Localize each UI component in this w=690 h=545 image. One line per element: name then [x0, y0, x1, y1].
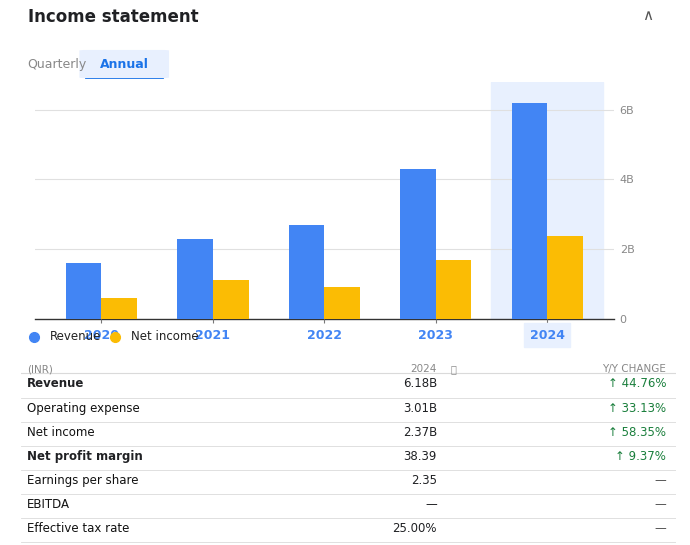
- Text: Income statement: Income statement: [28, 8, 198, 26]
- Bar: [491, 82, 603, 319]
- Bar: [400, 169, 436, 319]
- Text: Revenue: Revenue: [50, 330, 101, 343]
- Bar: [288, 225, 324, 319]
- Text: Annual: Annual: [100, 58, 148, 70]
- Text: ↑ 9.37%: ↑ 9.37%: [615, 450, 667, 463]
- Text: Effective tax rate: Effective tax rate: [28, 522, 130, 535]
- Bar: [511, 104, 547, 319]
- Text: Net income: Net income: [28, 426, 95, 439]
- Text: 2024: 2024: [411, 365, 437, 374]
- Text: ∧: ∧: [642, 8, 653, 23]
- Text: 3.01B: 3.01B: [403, 402, 437, 415]
- Bar: [547, 236, 583, 319]
- Bar: [213, 281, 248, 319]
- Bar: [101, 298, 137, 319]
- Text: ↑ 58.35%: ↑ 58.35%: [609, 426, 667, 439]
- Text: ⓘ: ⓘ: [450, 365, 456, 374]
- Text: Revenue: Revenue: [28, 378, 85, 391]
- Text: (INR): (INR): [28, 365, 53, 374]
- FancyBboxPatch shape: [79, 50, 169, 78]
- Text: —: —: [655, 498, 667, 511]
- Text: 6.18B: 6.18B: [403, 378, 437, 391]
- Text: —: —: [655, 522, 667, 535]
- Text: Net profit margin: Net profit margin: [28, 450, 143, 463]
- Text: ↑ 44.76%: ↑ 44.76%: [608, 378, 667, 391]
- Text: —: —: [655, 474, 667, 487]
- Bar: [66, 263, 101, 319]
- Text: Operating expense: Operating expense: [28, 402, 140, 415]
- Text: ↑ 33.13%: ↑ 33.13%: [609, 402, 667, 415]
- Bar: [177, 239, 213, 319]
- Text: —: —: [425, 498, 437, 511]
- Text: Earnings per share: Earnings per share: [28, 474, 139, 487]
- Text: Y/Y CHANGE: Y/Y CHANGE: [602, 365, 667, 374]
- Text: EBITDA: EBITDA: [28, 498, 70, 511]
- Bar: [324, 287, 360, 319]
- Text: 38.39: 38.39: [404, 450, 437, 463]
- Text: Net income: Net income: [131, 330, 199, 343]
- Text: Quarterly: Quarterly: [28, 58, 87, 70]
- Text: 2.37B: 2.37B: [403, 426, 437, 439]
- Text: 2.35: 2.35: [411, 474, 437, 487]
- Bar: [436, 259, 471, 319]
- Text: 25.00%: 25.00%: [393, 522, 437, 535]
